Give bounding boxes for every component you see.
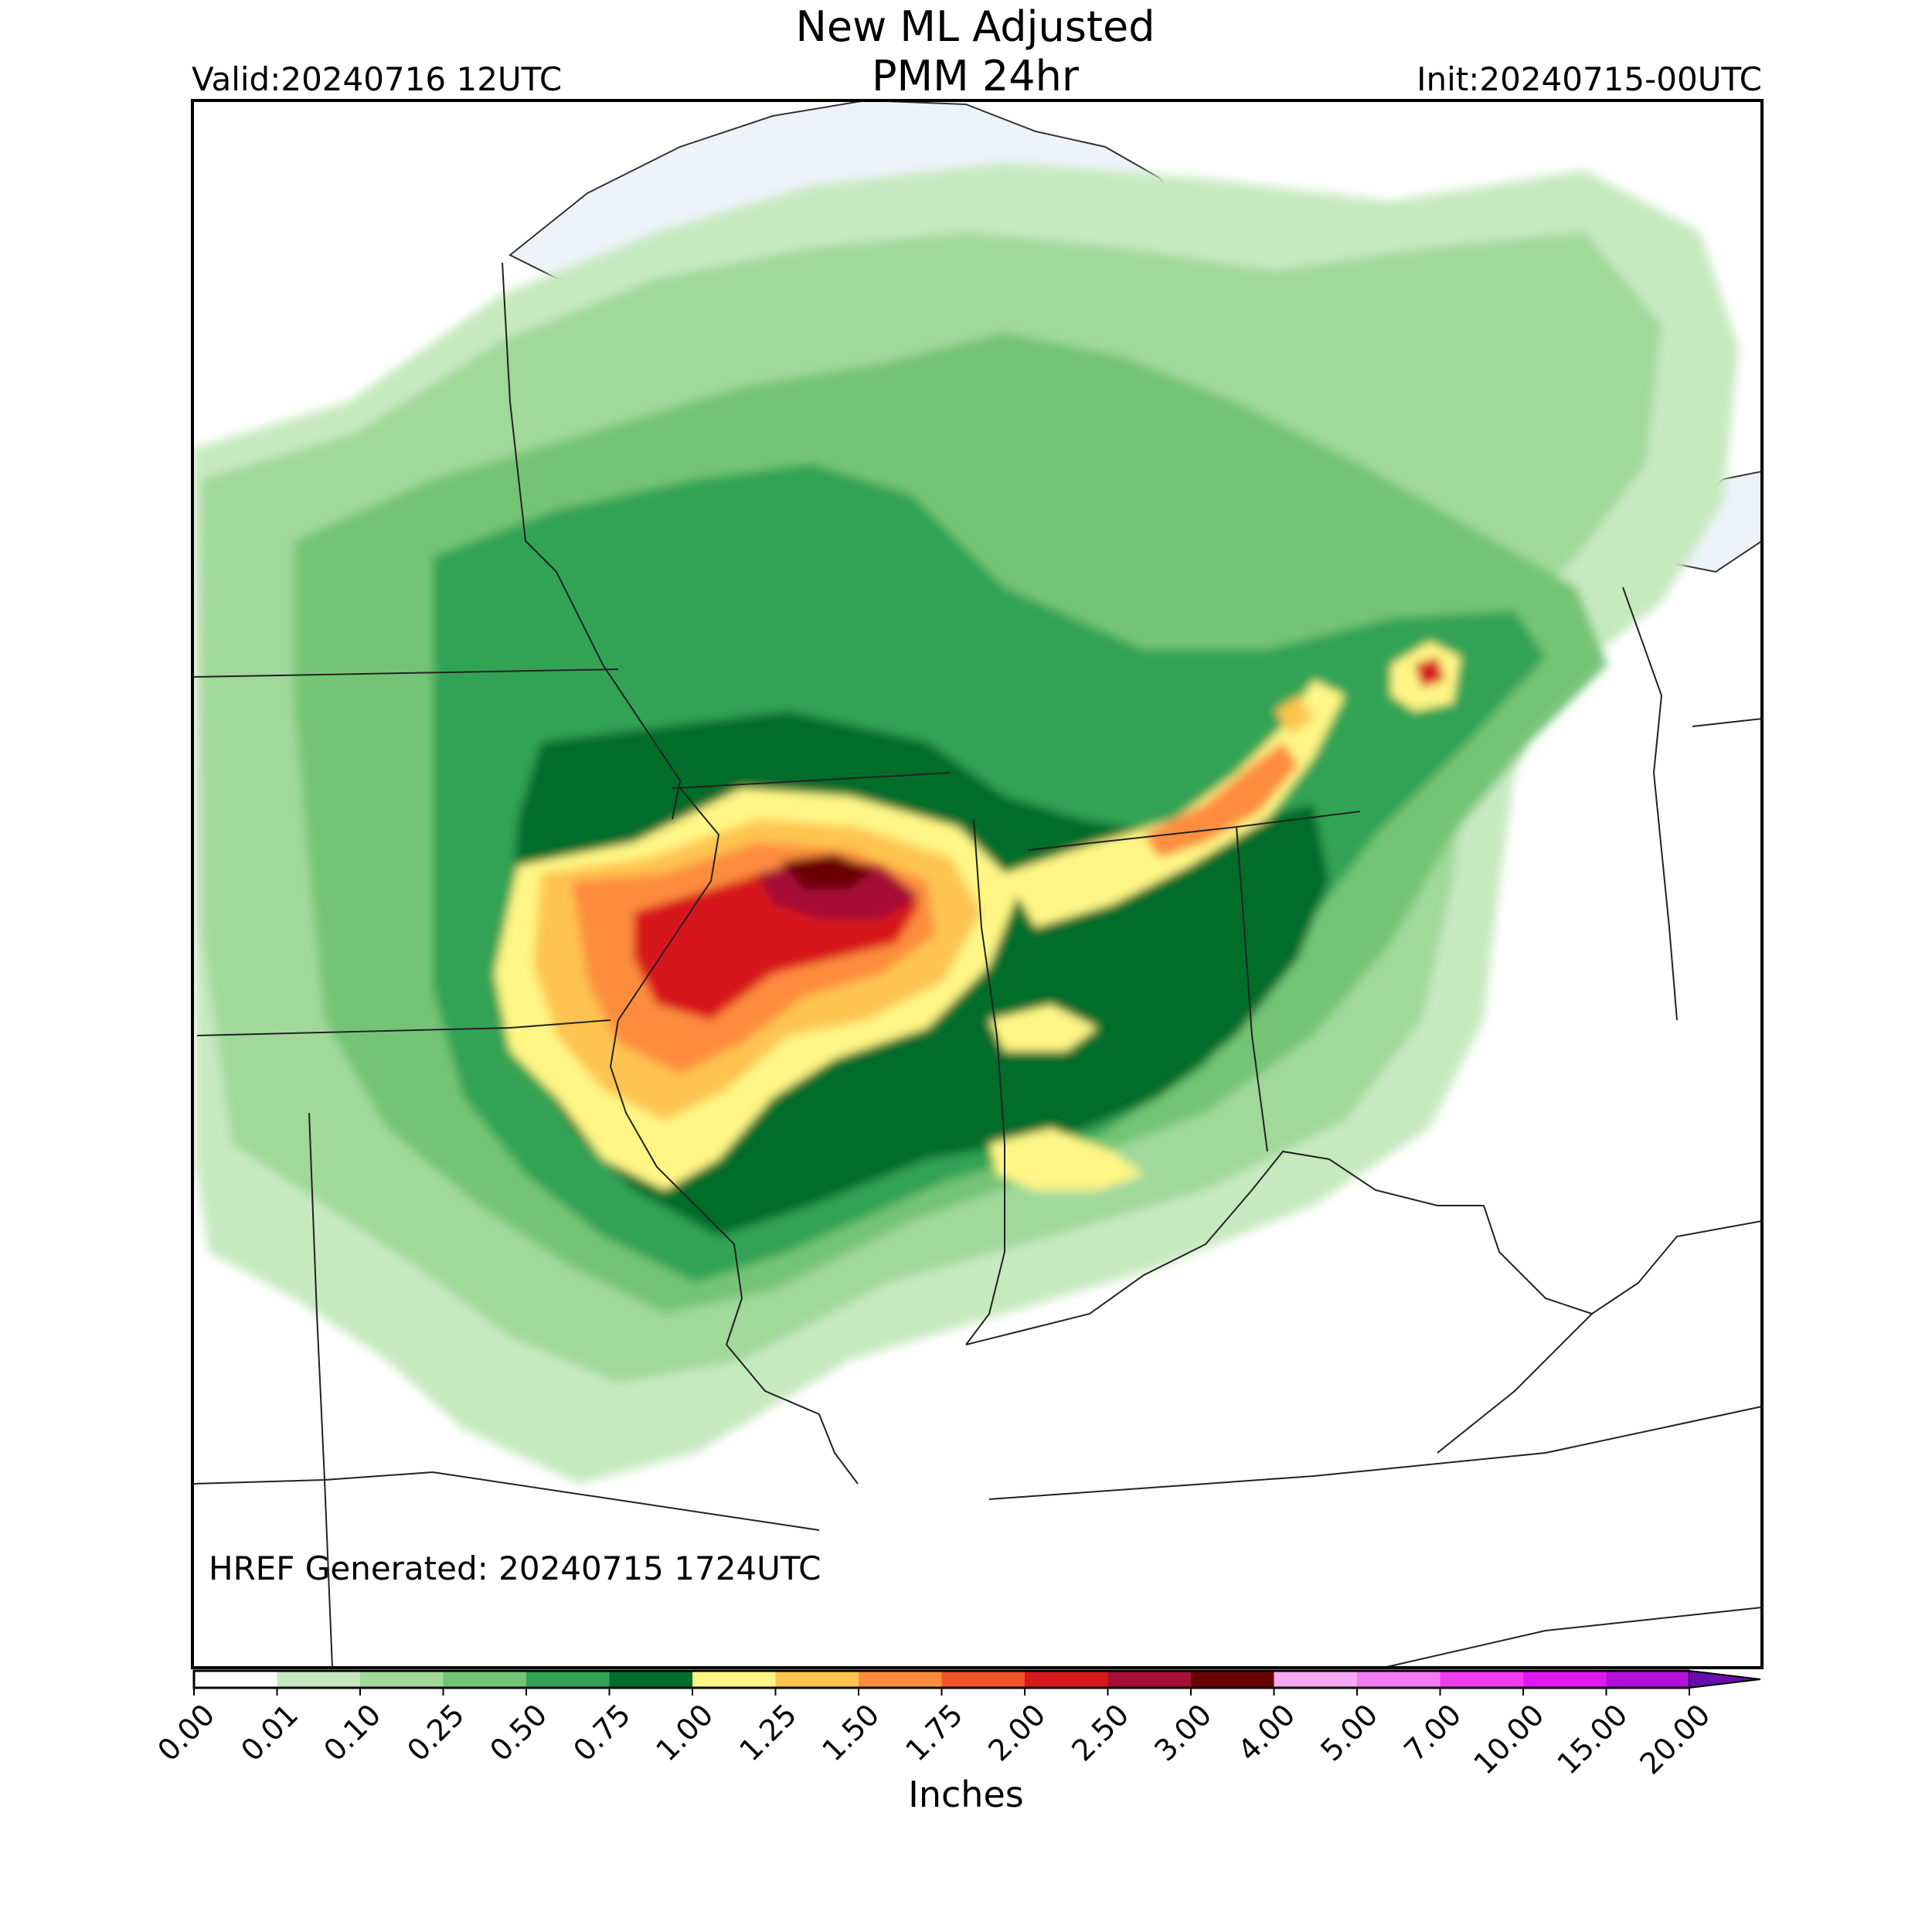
href-generated-note: HREF Generated: 20240715 1724UTC	[209, 1549, 821, 1587]
colorbar-segment	[775, 1671, 859, 1688]
colorbar-segment	[1440, 1671, 1524, 1688]
precip-south-1-00b	[989, 1005, 1097, 1051]
border-il-in	[965, 818, 1005, 1345]
precip-ontario-small-1-00	[1275, 696, 1314, 734]
colorbar-segment	[941, 1671, 1026, 1688]
colorbar	[192, 1669, 1761, 1696]
border-ky-va	[1437, 1313, 1593, 1454]
border-in-oh	[1236, 826, 1268, 1152]
map-area	[192, 100, 1762, 1668]
border-oh-wv	[1483, 1205, 1762, 1315]
state-borders	[192, 262, 1762, 1668]
border-mo-ar	[192, 1471, 820, 1531]
colorbar-segment	[277, 1671, 361, 1688]
precip-field	[193, 162, 1739, 1484]
border-va-nc	[1383, 1607, 1762, 1668]
border-wi-il	[672, 772, 951, 789]
map-title-line2: PMM 24hr	[871, 52, 1080, 100]
border-ks-mo	[308, 1112, 333, 1668]
colorbar-segment	[1274, 1671, 1358, 1688]
colorbar-segment	[1523, 1671, 1607, 1688]
colorbar-segment	[1357, 1671, 1440, 1688]
colorbar-segment	[1191, 1671, 1274, 1688]
map-title-line1: New ML Adjusted	[795, 2, 1155, 51]
precip-ne-band-1-50	[1144, 742, 1298, 858]
valid-time-label: Valid:20240716 12UTC	[192, 60, 563, 98]
border-ia-mo	[196, 1019, 611, 1036]
border-ohio-river	[965, 1150, 1484, 1345]
border-mississippi	[609, 787, 859, 1485]
init-time-label: Init:20240715-00UTC	[1417, 60, 1762, 98]
colorbar-segment	[360, 1671, 444, 1688]
map-frame	[191, 99, 1764, 1669]
border-mn-ia	[192, 668, 619, 678]
colorbar-segment	[609, 1671, 693, 1688]
colorbar-units-label: Inches	[908, 1774, 1024, 1815]
precip-south-1-00	[989, 1128, 1144, 1190]
precip-band-3-00	[781, 854, 873, 889]
precip-ne-band-1-00	[1005, 680, 1345, 927]
border-wi-mi	[502, 262, 682, 820]
border-in-mi	[1027, 811, 1361, 851]
colorbar-extend-arrow	[1689, 1669, 1761, 1689]
colorbar-segment	[692, 1671, 776, 1688]
colorbar-segment	[526, 1671, 610, 1688]
colorbar-segment	[1025, 1671, 1108, 1688]
colorbar-segment	[443, 1671, 527, 1688]
border-oh-pa	[1622, 587, 1678, 1021]
colorbar-segment	[1107, 1671, 1192, 1688]
precip-ontario-2-00	[1414, 657, 1445, 688]
colorbar-segment	[859, 1671, 942, 1688]
colorbar-segment	[194, 1671, 277, 1688]
colorbar-segment	[1606, 1671, 1690, 1688]
border-pa-ny	[1692, 718, 1762, 727]
border-ky-tn	[988, 1406, 1762, 1500]
